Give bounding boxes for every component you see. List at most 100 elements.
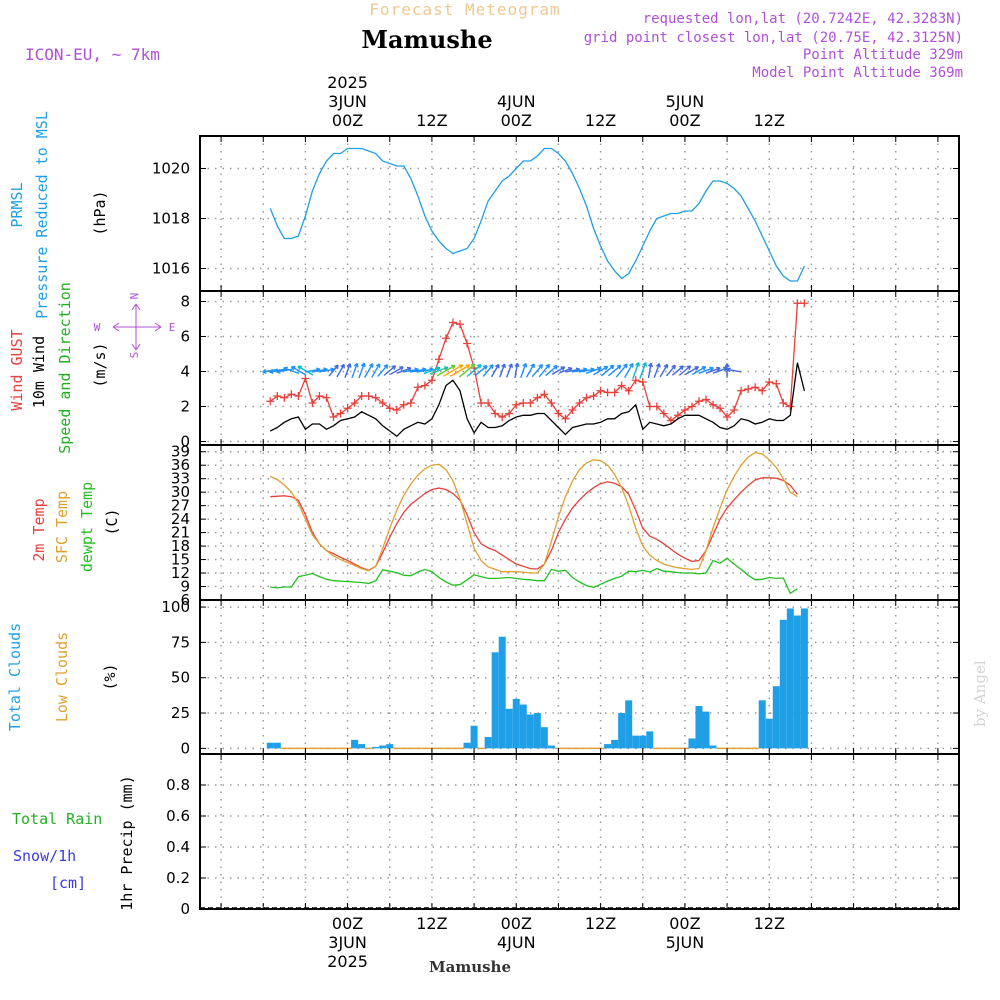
wind-arrow-head bbox=[560, 366, 566, 371]
wind-arrow bbox=[685, 366, 699, 375]
cloud-bar bbox=[526, 714, 534, 749]
footer-station: Mamushe bbox=[429, 958, 511, 976]
compass-n: N bbox=[128, 293, 141, 300]
y-tick-label: 1020 bbox=[152, 160, 190, 178]
wind-arrow bbox=[474, 365, 488, 377]
wind-arrow-head bbox=[501, 363, 506, 369]
cloud-bar bbox=[793, 615, 801, 749]
labels-layer: 1016101810200246869121518212427303336390… bbox=[6, 73, 785, 971]
gust-marker bbox=[624, 386, 633, 395]
wind-arrow bbox=[653, 363, 661, 378]
gust-marker bbox=[350, 399, 359, 407]
y-tick-label: 4 bbox=[180, 363, 190, 381]
bottom-time-label: 5JUN bbox=[666, 933, 705, 952]
gust-marker bbox=[709, 400, 718, 409]
y-tick-label: 9 bbox=[180, 578, 190, 596]
gust-marker bbox=[694, 397, 703, 406]
wind-arrow bbox=[443, 364, 463, 377]
wind-arrow-head bbox=[494, 363, 500, 369]
wind-arrow bbox=[665, 364, 676, 377]
cloud-bar bbox=[702, 711, 710, 749]
y-tick-label: 24 bbox=[171, 510, 190, 528]
10m-wind-line bbox=[270, 362, 806, 438]
cloud-bar bbox=[463, 742, 471, 749]
gust-marker bbox=[793, 299, 802, 308]
wind-arrow-head bbox=[375, 363, 381, 368]
cloud-bar bbox=[646, 731, 654, 749]
wind-arrow-head bbox=[443, 366, 449, 371]
cloud-bar bbox=[358, 744, 366, 749]
cloud-bar bbox=[266, 742, 274, 749]
cloud-bar bbox=[639, 735, 647, 749]
cloud-bar bbox=[772, 686, 780, 749]
gust-marker bbox=[589, 392, 598, 400]
cloud-bar bbox=[273, 742, 281, 749]
bottom-time-label: 12Z bbox=[416, 914, 447, 933]
wind-arrow bbox=[423, 367, 441, 375]
2m-temp-line bbox=[270, 477, 798, 572]
wind-arrow bbox=[283, 367, 300, 375]
wind-arrow bbox=[698, 367, 714, 374]
cloud-bar bbox=[379, 745, 387, 749]
wind-arrow-head bbox=[297, 365, 302, 371]
cloud-bar bbox=[484, 737, 492, 749]
cloud-bar bbox=[618, 713, 626, 749]
cloud-bar bbox=[351, 739, 359, 749]
requested-coords: requested lon,lat (20.7242E, 42.3283N) bbox=[643, 11, 963, 27]
gust-marker bbox=[441, 334, 450, 343]
suptitle: Forecast Meteogram bbox=[369, 0, 560, 19]
wind-arrow bbox=[377, 364, 389, 377]
y-tick-label: 0.2 bbox=[166, 869, 190, 887]
wind-arrow bbox=[531, 364, 543, 378]
top-time-label: 12Z bbox=[416, 111, 447, 130]
wind-arrow-head bbox=[545, 363, 551, 369]
cloud-bar bbox=[386, 744, 394, 749]
wind-arrow-head bbox=[383, 364, 389, 369]
gust-marker bbox=[687, 402, 696, 411]
pressure-label-short: PRMSL bbox=[8, 182, 26, 227]
wind-arrow-head bbox=[290, 365, 296, 371]
wind-arrow bbox=[545, 365, 558, 377]
wind-arrow-head bbox=[616, 364, 622, 370]
wind-arrow bbox=[390, 366, 404, 375]
wind-arrow-head bbox=[603, 365, 609, 371]
wind-arrow-head bbox=[716, 366, 721, 372]
cloud-bar bbox=[625, 700, 633, 749]
y-tick-label: 0 bbox=[180, 900, 190, 918]
cloud-bar bbox=[709, 745, 717, 749]
y-tick-label: 1016 bbox=[152, 260, 190, 278]
wind-arrow-head bbox=[482, 365, 488, 370]
gust-marker bbox=[596, 386, 605, 395]
gust-marker bbox=[463, 339, 472, 348]
gridpoint-coords: grid point closest lon,lat (20.75E, 42.3… bbox=[584, 30, 963, 46]
wind-arrow bbox=[585, 367, 602, 375]
wind-arrow bbox=[615, 363, 628, 378]
dewpt-label: dewpt Temp bbox=[78, 482, 96, 572]
wind-arrow-head bbox=[709, 366, 714, 372]
wind-arrow bbox=[318, 368, 335, 373]
cloud-bar bbox=[470, 725, 478, 749]
gust-marker bbox=[603, 388, 612, 397]
gust-marker bbox=[406, 399, 415, 407]
cloud-bar bbox=[765, 718, 773, 749]
gust-marker bbox=[301, 374, 310, 383]
wind-arrow bbox=[297, 365, 314, 376]
wind-arrow-head bbox=[596, 366, 602, 372]
clouds-unit: (%) bbox=[101, 663, 119, 690]
top-time-label: 4JUN bbox=[497, 92, 536, 111]
y-tick-label: 6 bbox=[180, 328, 190, 346]
grid-layer bbox=[200, 136, 959, 910]
y-tick-label: 2 bbox=[180, 398, 190, 416]
wind10m-label: 10m Wind bbox=[30, 336, 48, 408]
wind-arrow bbox=[691, 366, 707, 376]
wind-arrow-head bbox=[663, 363, 669, 369]
cloud-bar bbox=[695, 705, 703, 749]
gust-marker bbox=[287, 390, 296, 399]
y-tick-label: 75 bbox=[171, 633, 190, 651]
wind-arrow bbox=[647, 363, 652, 379]
wind-arrow-head bbox=[262, 368, 267, 374]
wind-dir-label: Speed and Direction bbox=[56, 282, 74, 454]
gust-marker bbox=[322, 393, 331, 402]
wind-arrow-head bbox=[435, 366, 441, 372]
